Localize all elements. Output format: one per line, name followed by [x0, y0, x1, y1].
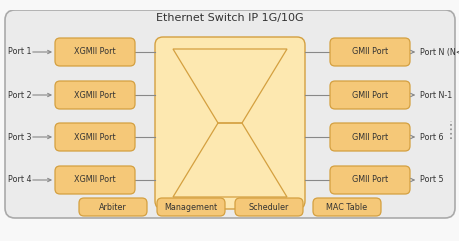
Text: Arbiter: Arbiter: [99, 202, 127, 212]
Text: XGMII Port: XGMII Port: [74, 47, 116, 56]
FancyBboxPatch shape: [79, 198, 147, 216]
FancyBboxPatch shape: [55, 81, 134, 109]
Text: Port 1: Port 1: [8, 47, 31, 56]
FancyBboxPatch shape: [55, 166, 134, 194]
Text: GMII Port: GMII Port: [351, 47, 387, 56]
FancyBboxPatch shape: [312, 198, 380, 216]
Text: GMII Port: GMII Port: [351, 91, 387, 100]
Text: XGMII Port: XGMII Port: [74, 175, 116, 185]
FancyBboxPatch shape: [329, 81, 409, 109]
FancyBboxPatch shape: [329, 166, 409, 194]
Text: MAC Table: MAC Table: [326, 202, 367, 212]
Text: Scheduler: Scheduler: [248, 202, 289, 212]
Text: Port 2: Port 2: [8, 91, 32, 100]
Text: Port 3: Port 3: [8, 133, 31, 141]
Text: GMII Port: GMII Port: [351, 133, 387, 141]
FancyBboxPatch shape: [157, 198, 224, 216]
Text: Port 4: Port 4: [8, 175, 31, 185]
Text: GMII Port: GMII Port: [351, 175, 387, 185]
Text: Ethernet Switch IP 1G/10G: Ethernet Switch IP 1G/10G: [156, 13, 303, 23]
FancyBboxPatch shape: [55, 123, 134, 151]
Text: Port N-1: Port N-1: [419, 91, 451, 100]
Text: Port 5: Port 5: [419, 175, 442, 185]
Text: Port 6: Port 6: [419, 133, 442, 141]
Text: Management: Management: [164, 202, 217, 212]
Text: Port N (N<45): Port N (N<45): [419, 47, 459, 56]
Text: XGMII Port: XGMII Port: [74, 133, 116, 141]
FancyBboxPatch shape: [55, 38, 134, 66]
FancyBboxPatch shape: [5, 10, 454, 218]
FancyBboxPatch shape: [155, 37, 304, 209]
Text: XGMII Port: XGMII Port: [74, 91, 116, 100]
FancyBboxPatch shape: [329, 38, 409, 66]
FancyBboxPatch shape: [235, 198, 302, 216]
FancyBboxPatch shape: [329, 123, 409, 151]
